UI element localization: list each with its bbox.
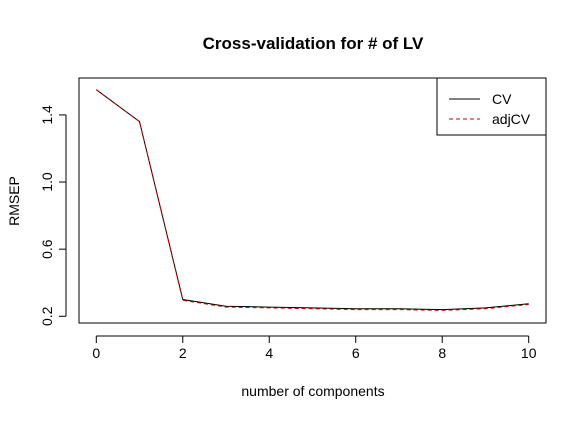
x-tick-label: 10 — [521, 345, 537, 361]
legend-box — [436, 77, 547, 136]
x-tick-label: 6 — [352, 345, 360, 361]
plot-area — [78, 77, 547, 324]
y-tick-label: 1.0 — [39, 172, 55, 192]
series-layer — [96, 89, 529, 311]
x-axis-label: number of components — [241, 383, 384, 399]
series-line-adjcv — [96, 89, 529, 311]
x-tick-label: 0 — [92, 345, 100, 361]
y-axis: 0.2 0.6 1.0 1.4 — [39, 105, 67, 326]
x-tick-label: 4 — [265, 345, 273, 361]
x-tick-label: 8 — [438, 345, 446, 361]
y-tick-label: 0.6 — [39, 239, 55, 259]
legend: CV adjCV — [436, 77, 547, 136]
x-tick-label: 2 — [179, 345, 187, 361]
x-axis: 0 2 4 6 8 10 — [92, 335, 537, 361]
y-tick-label: 0.2 — [39, 306, 55, 326]
chart-title: Cross-validation for # of LV — [203, 34, 424, 53]
y-tick-label: 1.4 — [39, 105, 55, 125]
legend-label-adjcv: adjCV — [492, 111, 531, 127]
legend-label-cv: CV — [492, 91, 512, 107]
y-axis-label: RMSEP — [6, 176, 22, 226]
